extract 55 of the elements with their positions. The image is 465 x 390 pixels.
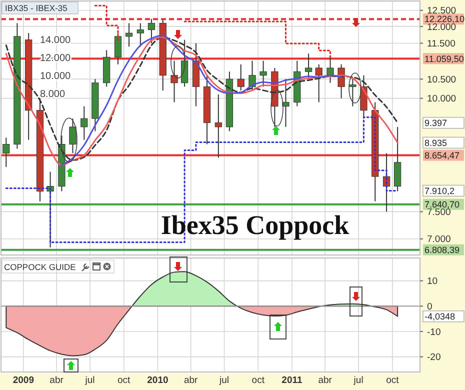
candlestick bbox=[46, 171, 54, 248]
x-tick-label: abr bbox=[318, 375, 332, 386]
y-tick-label: 12.000 bbox=[427, 22, 456, 33]
ref-line-label: 12.226,10 bbox=[424, 14, 465, 24]
y-tick-label: 10.000 bbox=[427, 94, 456, 105]
y-tick-label: -20 bbox=[427, 352, 441, 364]
x-tick-label: oct bbox=[386, 375, 400, 386]
annotation: 14.000 bbox=[40, 35, 72, 46]
ref-line-label: 11.059,50 bbox=[424, 54, 464, 64]
annotation: 9.397 bbox=[424, 118, 448, 128]
candlestick bbox=[248, 60, 256, 92]
candlestick bbox=[260, 60, 267, 88]
ref-line-label: 8.654,47 bbox=[424, 150, 460, 160]
x-tick-label: 2009 bbox=[12, 375, 34, 386]
candlestick bbox=[170, 60, 178, 103]
x-tick-label: jul bbox=[218, 375, 230, 386]
candlestick bbox=[80, 106, 88, 140]
y-tick-label: 0 bbox=[427, 301, 432, 312]
candlestick bbox=[394, 126, 402, 192]
candlestick bbox=[326, 56, 334, 84]
candlestick bbox=[125, 22, 133, 48]
x-tick-label: oct bbox=[118, 375, 131, 386]
candlestick bbox=[349, 78, 356, 107]
chart-subtitle: IBX35 - IBEX-35 bbox=[5, 3, 68, 13]
candlestick bbox=[2, 137, 10, 168]
annotation: 8.935 bbox=[424, 138, 448, 148]
text: Ibex35 Coppock bbox=[160, 210, 350, 240]
x-tick-label: 2010 bbox=[147, 375, 168, 386]
candlestick bbox=[136, 22, 144, 48]
x-tick-label: abr bbox=[50, 375, 64, 386]
x-tick-label: jul bbox=[84, 375, 95, 386]
y-tick-label: 10.500 bbox=[427, 74, 456, 86]
candlestick bbox=[315, 64, 322, 103]
annotation: 10.000 bbox=[40, 71, 72, 82]
annotation: 8.000 bbox=[40, 89, 66, 100]
ref-line-label: 7.640,70 bbox=[424, 200, 460, 210]
y-tick-label: 7.000 bbox=[427, 234, 451, 246]
candlestick bbox=[214, 94, 222, 158]
x-tick-label: abr bbox=[184, 375, 198, 386]
text: COPPOCK GUIDE bbox=[4, 262, 76, 272]
candlestick bbox=[304, 53, 312, 80]
y-tick-label: -10 bbox=[427, 326, 441, 338]
candlestick bbox=[282, 78, 290, 128]
candlestick bbox=[69, 118, 76, 154]
annotation: 7.910,2 bbox=[424, 186, 455, 196]
x-tick-label: jul bbox=[352, 375, 364, 386]
y-tick-label: 11.500 bbox=[427, 38, 456, 50]
ref-line-label: 6.808,39 bbox=[424, 245, 460, 255]
y-tick-label: 10 bbox=[427, 276, 438, 288]
y-tick-label: 12.500 bbox=[427, 6, 456, 17]
annotation: -4,0348 bbox=[424, 312, 456, 322]
candlestick bbox=[237, 64, 244, 92]
x-tick-label: 2011 bbox=[282, 375, 303, 386]
y-tick-label: 7.500 bbox=[427, 207, 451, 218]
x-tick-label: oct bbox=[252, 375, 265, 386]
